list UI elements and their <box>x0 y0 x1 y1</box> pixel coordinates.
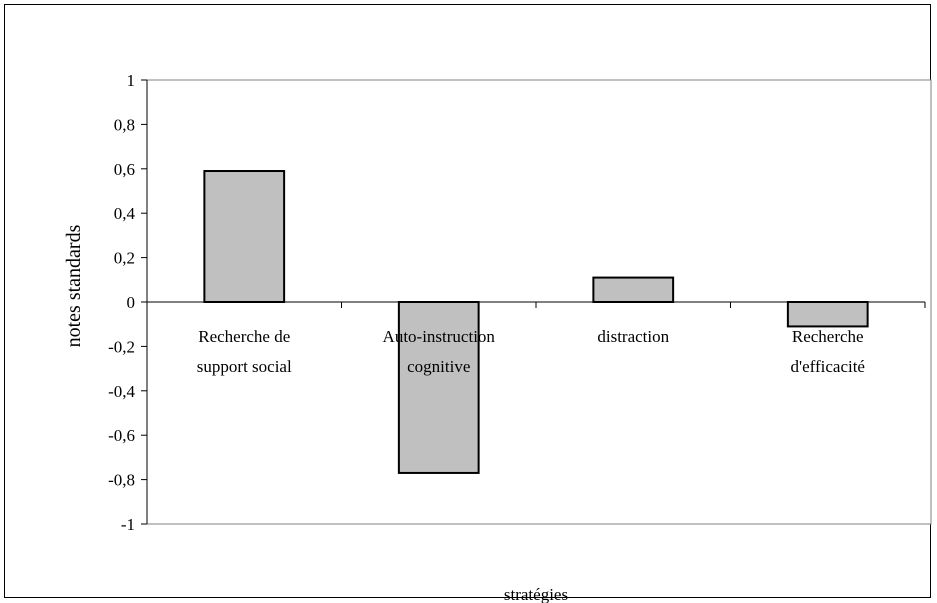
y-tick-label: 1 <box>127 71 136 90</box>
category-labels: Recherche de support social Auto-instructi… <box>197 327 865 376</box>
y-axis-title: notes standards <box>63 224 85 347</box>
y-tick-label: 0,2 <box>114 249 135 268</box>
y-tick-label: -0,8 <box>108 471 135 490</box>
bar <box>592 276 675 303</box>
y-tick-label: 0 <box>127 293 136 312</box>
bar <box>397 301 480 474</box>
x-axis-title: stratégies <box>504 585 568 603</box>
y-tick-label: -0,4 <box>108 382 135 401</box>
bar <box>203 170 286 303</box>
bars <box>203 170 869 474</box>
y-tick-label: -0,2 <box>108 337 135 356</box>
x-tick-label: support social <box>197 357 292 376</box>
y-axis: 1 0,8 0,6 0,4 0,2 0 -0,2 -0,4 -0,6 -0,8 -1 <box>108 71 148 534</box>
x-tick-label: Recherche de <box>198 327 290 346</box>
y-tick-label: 0,8 <box>114 115 135 134</box>
x-tick-label: d'efficacité <box>791 357 865 376</box>
x-tick-label: Recherche <box>792 327 864 346</box>
x-tick-label: cognitive <box>407 357 470 376</box>
bar <box>786 301 869 328</box>
x-tick-label: Auto-instruction <box>383 327 496 346</box>
y-tick-label: -1 <box>121 515 135 534</box>
x-tick-label: distraction <box>597 327 669 346</box>
y-tick-label: -0,6 <box>108 426 135 445</box>
y-tick-label: 0,4 <box>114 204 136 223</box>
y-tick-label: 0,6 <box>114 160 135 179</box>
